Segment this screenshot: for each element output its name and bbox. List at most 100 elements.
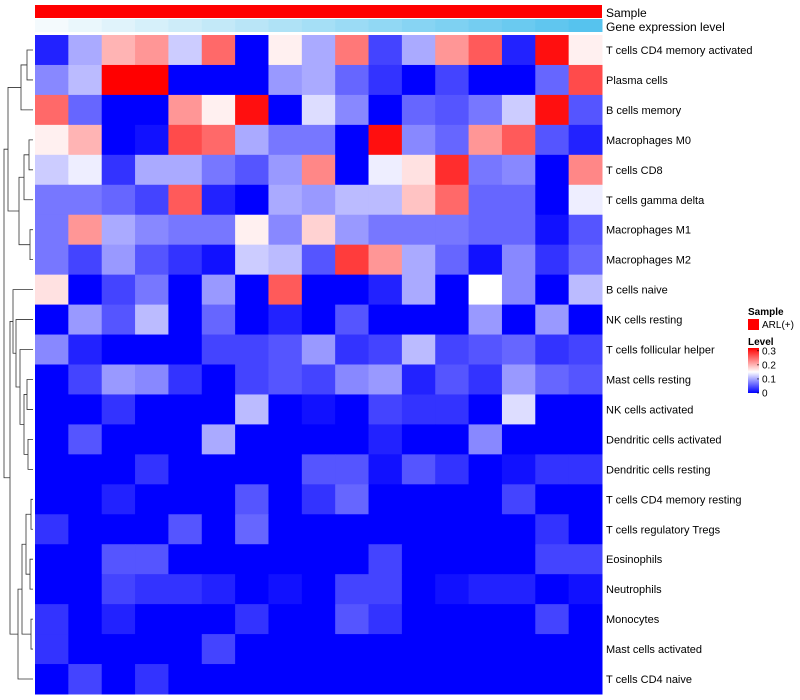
- heatmap-cell: [135, 604, 169, 635]
- heatmap-cell: [168, 454, 203, 485]
- heatmap-cell: [568, 604, 603, 635]
- heatmap-cell: [335, 604, 370, 635]
- heatmap-cell: [335, 484, 370, 515]
- heatmap-cell: [268, 544, 303, 575]
- heatmap-cell: [135, 214, 169, 246]
- heatmap-cell: [135, 334, 169, 365]
- heatmap-cell: [35, 634, 69, 665]
- row-label: NK cells resting: [606, 315, 682, 327]
- row-label: NK cells activated: [606, 404, 693, 416]
- heatmap-cell: [135, 514, 169, 545]
- heatmap-cell: [101, 394, 136, 425]
- legend-tick-label: 0: [762, 389, 768, 400]
- legend-sample-swatch: [748, 319, 759, 330]
- heatmap-cell: [401, 664, 436, 695]
- heatmap-cell: [568, 244, 603, 276]
- heatmap-cell: [501, 124, 536, 156]
- heatmap-cell: [168, 634, 203, 665]
- heatmap-cell: [135, 484, 169, 515]
- heatmap-cell: [468, 35, 503, 66]
- heatmap-cell: [468, 244, 503, 276]
- heatmap-cell: [401, 214, 436, 246]
- heatmap-cell: [235, 334, 269, 365]
- heatmap-cell: [101, 124, 136, 156]
- heatmap-cell: [401, 574, 436, 605]
- heatmap-cell: [335, 574, 370, 605]
- heatmap-cell: [301, 664, 336, 695]
- heatmap-cell: [135, 274, 169, 306]
- heatmap-cell: [568, 364, 603, 395]
- heatmap-cell: [435, 574, 470, 605]
- heatmap-cell: [35, 124, 69, 156]
- heatmap-cell: [301, 424, 336, 455]
- heatmap-cell: [568, 574, 603, 605]
- heatmap-cell: [68, 664, 103, 695]
- heatmap-cell: [435, 604, 470, 635]
- heatmap-cell: [368, 544, 403, 575]
- heatmap-cell: [268, 634, 303, 665]
- heatmap-cell: [68, 304, 103, 336]
- heatmap-cell: [168, 304, 203, 336]
- heatmap-cell: [468, 514, 503, 545]
- heatmap-cell: [468, 634, 503, 665]
- heatmap-cell: [335, 424, 370, 455]
- heatmap-cell: [368, 214, 403, 246]
- legend-sample-entry: ARL(+): [762, 320, 794, 331]
- heatmap-cell: [201, 64, 236, 96]
- column-annotations: [35, 5, 603, 32]
- heatmap-cell: [201, 394, 236, 425]
- heatmap-cell: [268, 64, 303, 96]
- legend-tick-label: 0.1: [762, 374, 776, 385]
- heatmap-cell: [435, 514, 470, 545]
- dendrogram-branch: [29, 229, 33, 261]
- heatmap-cell: [335, 514, 370, 545]
- heatmap-cell: [235, 244, 269, 276]
- heatmap-cell: [135, 364, 169, 395]
- heatmap-cell: [35, 244, 69, 276]
- heatmap-cell: [535, 514, 570, 545]
- heatmap-cell: [301, 394, 336, 425]
- legend-sample-title: Sample: [748, 307, 784, 318]
- heatmap-cell: [468, 574, 503, 605]
- heatmap-cell: [468, 94, 503, 126]
- heatmap-cell: [368, 574, 403, 605]
- heatmap-cell: [201, 604, 236, 635]
- expression-annotation-cell: [501, 19, 536, 32]
- heatmap-cell: [35, 184, 69, 216]
- heatmap-cell: [235, 364, 269, 395]
- heatmap-cell: [401, 394, 436, 425]
- row-label: Dendritic cells activated: [606, 434, 722, 446]
- heatmap-cell: [135, 244, 169, 276]
- heatmap-cell: [201, 634, 236, 665]
- heatmap-cell: [568, 124, 603, 156]
- heatmap-cell: [135, 154, 169, 186]
- heatmap-cell: [35, 304, 69, 336]
- legend-level-title: Level: [748, 337, 774, 348]
- expression-annotation-cell: [435, 19, 470, 32]
- heatmap-cell: [168, 334, 203, 365]
- heatmap-cell: [401, 334, 436, 365]
- heatmap-cell: [68, 214, 103, 246]
- dendrogram-branch: [30, 618, 33, 650]
- annotation-label-expression: Gene expression level: [606, 20, 725, 34]
- heatmap-cell: [501, 35, 536, 66]
- row-label: Eosinophils: [606, 554, 663, 566]
- heatmap-cell: [568, 484, 603, 515]
- heatmap-cell: [368, 514, 403, 545]
- heatmap-cell: [501, 154, 536, 186]
- heatmap-cell: [501, 424, 536, 455]
- heatmap-cell: [335, 364, 370, 395]
- heatmap-cell: [168, 484, 203, 515]
- heatmap-cell: [501, 94, 536, 126]
- heatmap-cell: [568, 334, 603, 365]
- expression-annotation-cell: [368, 19, 403, 32]
- heatmap-cell: [335, 274, 370, 306]
- heatmap-cell: [35, 544, 69, 575]
- heatmap-cell: [435, 184, 470, 216]
- heatmap-cell: [201, 214, 236, 246]
- heatmap-cell: [268, 484, 303, 515]
- heatmap-cell: [201, 94, 236, 126]
- heatmap-cell: [201, 454, 236, 485]
- heatmap-cell: [68, 604, 103, 635]
- heatmap-cell: [201, 244, 236, 276]
